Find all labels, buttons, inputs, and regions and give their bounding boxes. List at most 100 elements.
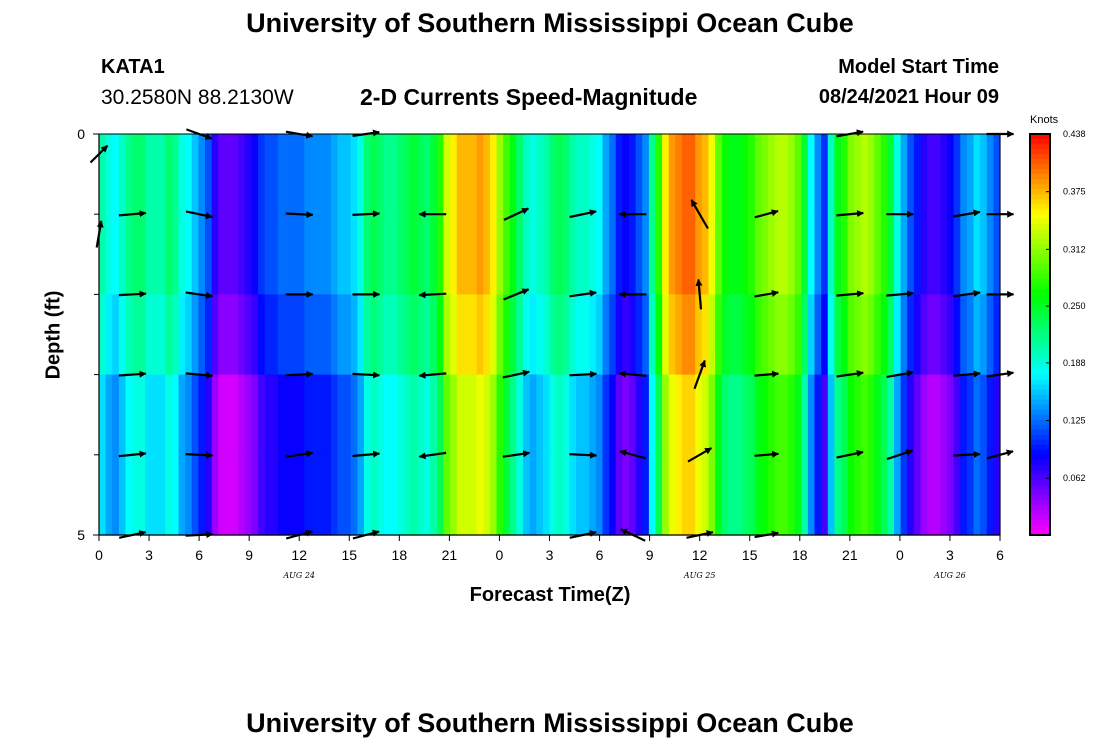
- heatmap-cell: [357, 374, 365, 456]
- colorbar-swatch: [1030, 199, 1050, 205]
- heatmap-cell: [920, 134, 928, 215]
- heatmap-cell: [125, 134, 133, 215]
- heatmap-cell: [496, 294, 504, 376]
- heatmap-cell: [509, 214, 517, 295]
- x-date-label: AUG 24: [282, 571, 315, 580]
- x-tick-label: 9: [245, 547, 253, 563]
- heatmap-cell: [337, 374, 345, 456]
- heatmap-cell: [410, 134, 418, 215]
- current-vector-arrow: [418, 291, 447, 299]
- heatmap-cell: [443, 374, 451, 456]
- heatmap-cell: [880, 134, 888, 215]
- heatmap-cell: [966, 374, 975, 456]
- heatmap-cell: [470, 214, 478, 295]
- heatmap-cell: [99, 374, 107, 456]
- heatmap-cell: [178, 454, 186, 536]
- heatmap-cell: [145, 374, 153, 456]
- heatmap-cell: [105, 214, 113, 295]
- heatmap-cell: [112, 214, 120, 295]
- current-vector-arrow: [569, 370, 598, 378]
- heatmap-cell: [953, 454, 961, 536]
- heatmap-cell: [761, 134, 769, 215]
- heatmap-cell: [317, 214, 325, 295]
- heatmap-cell: [145, 454, 153, 536]
- heatmap-cell: [370, 214, 378, 295]
- heatmap-cell: [390, 454, 398, 536]
- current-vector-arrow: [693, 359, 706, 390]
- heatmap-cell: [185, 454, 193, 536]
- heatmap-cell: [569, 214, 577, 295]
- heatmap-cell: [417, 374, 425, 456]
- heatmap-cell: [483, 374, 491, 456]
- heatmap-cell: [847, 454, 855, 536]
- heatmap-cell: [562, 134, 570, 215]
- heatmap-cell: [814, 294, 822, 376]
- current-vector-arrow: [886, 449, 914, 461]
- heatmap-cell: [211, 214, 219, 295]
- heatmap-cell: [715, 374, 723, 456]
- heatmap-cells: [99, 134, 1001, 536]
- heatmap-cell: [774, 134, 782, 215]
- colorbar-swatch: [1030, 439, 1050, 446]
- heatmap-cell: [542, 374, 551, 456]
- heatmap-cell: [397, 214, 405, 295]
- heatmap-cell: [821, 374, 829, 456]
- heatmap-cell: [138, 294, 146, 376]
- colorbar-swatch: [1030, 449, 1050, 456]
- heatmap-cell: [602, 374, 610, 456]
- heatmap-cell: [523, 374, 531, 456]
- heatmap-cell: [655, 454, 663, 536]
- heatmap-cell: [688, 454, 696, 536]
- heatmap-cell: [761, 454, 769, 536]
- heatmap-cell: [907, 454, 915, 536]
- heatmap-cell: [834, 294, 842, 376]
- colorbar-swatch: [1030, 139, 1050, 145]
- heatmap-cell: [324, 134, 332, 215]
- heatmap-cell: [158, 214, 166, 295]
- heatmap-cell: [542, 214, 551, 295]
- heatmap-cell: [171, 134, 180, 215]
- heatmap-cell: [821, 454, 829, 536]
- colorbar-swatch: [1030, 409, 1050, 416]
- colorbar-swatch: [1030, 184, 1050, 190]
- heatmap-cell: [171, 294, 180, 376]
- heatmap-cell: [986, 454, 994, 536]
- heatmap-cell: [165, 454, 173, 536]
- heatmap-cell: [569, 374, 577, 456]
- heatmap-cell: [735, 214, 743, 295]
- heatmap-cell: [595, 454, 604, 536]
- heatmap-cell: [350, 374, 358, 456]
- heatmap-cell: [463, 294, 471, 376]
- colorbar-tick-label: 0.438: [1063, 129, 1086, 139]
- heatmap-cell: [933, 294, 941, 376]
- heatmap-cell: [118, 134, 127, 215]
- heatmap-cell: [682, 374, 690, 456]
- heatmap-cell: [721, 294, 729, 376]
- colorbar-swatch: [1030, 394, 1050, 401]
- heatmap-cell: [695, 214, 703, 295]
- colorbar-swatch: [1030, 354, 1050, 361]
- heatmap-cell: [768, 134, 776, 215]
- heatmap-cell: [913, 454, 922, 536]
- heatmap-cell: [562, 454, 570, 536]
- heatmap-cell: [768, 374, 776, 456]
- heatmap-cell: [721, 134, 729, 215]
- heatmap-cell: [860, 374, 869, 456]
- current-vector-arrow: [836, 290, 864, 298]
- heatmap-cell: [940, 134, 948, 215]
- heatmap-cell: [463, 214, 471, 295]
- heatmap-cell: [377, 374, 385, 456]
- colorbar-swatch: [1030, 419, 1050, 426]
- heatmap-cell: [973, 294, 981, 376]
- heatmap-cell: [960, 134, 968, 215]
- heatmap-cell: [205, 454, 213, 536]
- colorbar-swatch: [1030, 429, 1050, 436]
- heatmap-cell: [370, 374, 378, 456]
- heatmap-cell: [516, 214, 524, 295]
- heatmap-cell: [99, 134, 107, 215]
- heatmap-cell: [589, 454, 597, 536]
- colorbar-swatch: [1030, 504, 1050, 511]
- current-vector-arrow: [118, 370, 147, 378]
- heatmap-cell: [655, 214, 663, 295]
- heatmap-cell: [569, 294, 577, 376]
